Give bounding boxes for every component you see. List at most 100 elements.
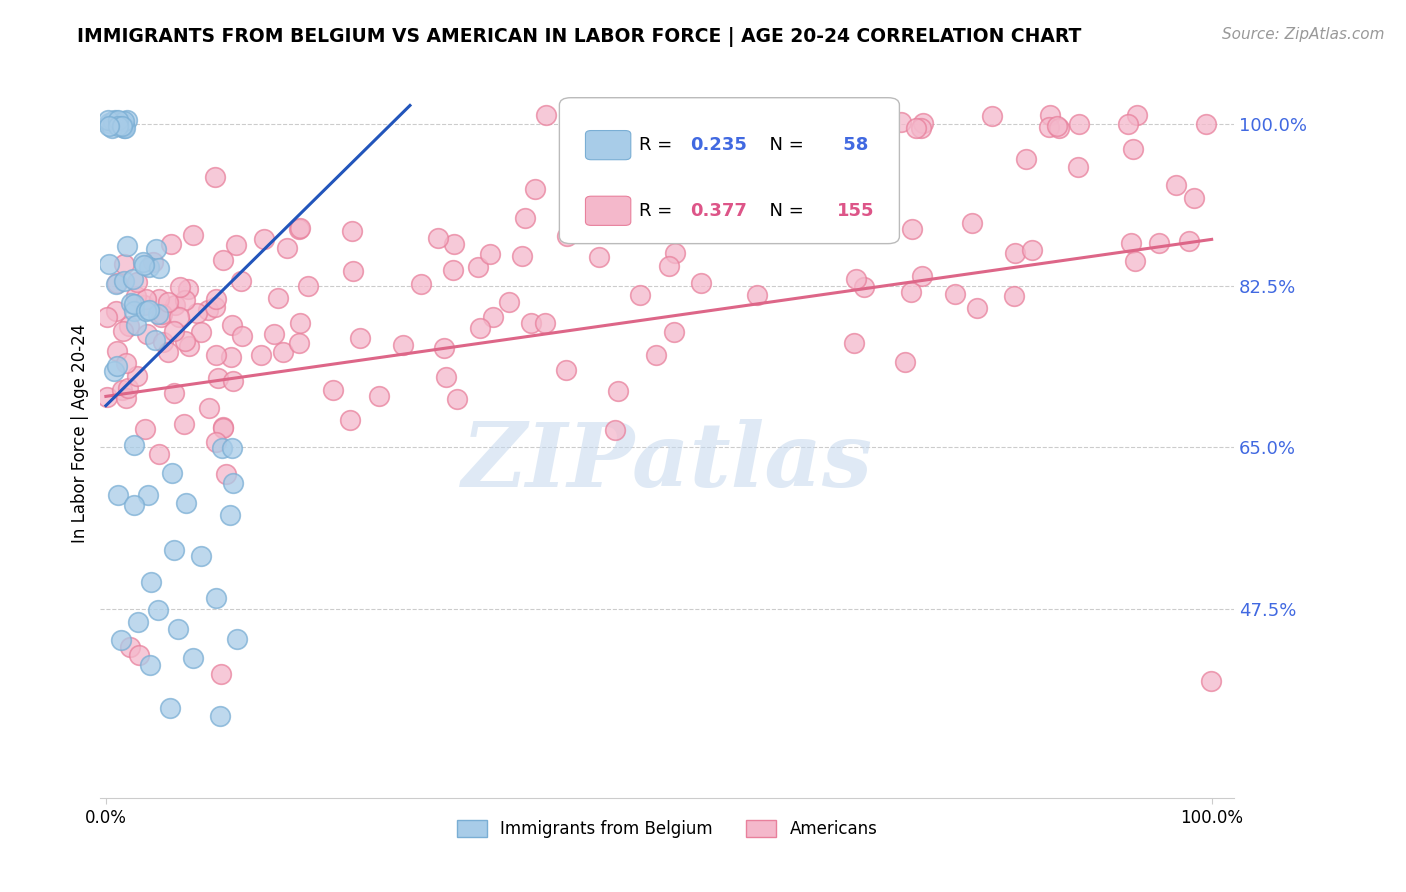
Point bbox=[845, 272, 868, 286]
Point bbox=[181, 227, 204, 242]
Point bbox=[1116, 117, 1139, 131]
Text: 58: 58 bbox=[837, 136, 869, 154]
Point bbox=[205, 591, 228, 605]
Point bbox=[513, 211, 536, 226]
Point bbox=[115, 238, 138, 252]
Point bbox=[263, 327, 285, 342]
Point bbox=[1002, 289, 1025, 303]
Point bbox=[139, 658, 162, 673]
Point bbox=[751, 225, 773, 239]
Point bbox=[105, 343, 128, 358]
Point bbox=[148, 603, 170, 617]
Point bbox=[204, 300, 226, 314]
Point bbox=[117, 381, 139, 395]
Point bbox=[112, 114, 135, 128]
Point bbox=[342, 224, 364, 238]
Text: 0.377: 0.377 bbox=[690, 202, 747, 219]
Point bbox=[167, 310, 190, 325]
Point bbox=[138, 303, 160, 318]
Point bbox=[1122, 142, 1144, 156]
Point bbox=[481, 310, 503, 325]
Point bbox=[166, 622, 188, 636]
Point bbox=[190, 549, 212, 563]
Point bbox=[411, 277, 433, 291]
Point bbox=[207, 370, 229, 384]
Point bbox=[349, 330, 371, 344]
Point bbox=[120, 640, 142, 654]
Point bbox=[1126, 108, 1149, 122]
Point bbox=[177, 282, 200, 296]
Point bbox=[267, 292, 290, 306]
Point bbox=[209, 667, 232, 681]
Point bbox=[271, 344, 294, 359]
Point bbox=[645, 349, 668, 363]
Point bbox=[98, 119, 121, 133]
Point bbox=[160, 466, 183, 480]
Point bbox=[510, 248, 533, 262]
Point bbox=[441, 263, 464, 277]
Point bbox=[866, 112, 889, 127]
Point bbox=[960, 216, 983, 230]
Point bbox=[536, 108, 558, 122]
Point bbox=[122, 498, 145, 512]
Point bbox=[112, 274, 135, 288]
Point bbox=[533, 316, 555, 330]
Point bbox=[101, 114, 124, 128]
Point bbox=[105, 359, 128, 373]
Point bbox=[148, 306, 170, 320]
Point bbox=[112, 120, 135, 134]
Point bbox=[679, 193, 702, 207]
Point bbox=[288, 316, 311, 330]
Point bbox=[112, 257, 135, 271]
Point bbox=[628, 287, 651, 301]
Point bbox=[910, 120, 932, 135]
Point bbox=[853, 280, 876, 294]
Text: ZIPatlas: ZIPatlas bbox=[461, 419, 873, 506]
Point bbox=[434, 370, 457, 384]
Point bbox=[1149, 236, 1171, 251]
Point bbox=[143, 333, 166, 347]
Legend: Immigrants from Belgium, Americans: Immigrants from Belgium, Americans bbox=[450, 813, 884, 845]
Point bbox=[101, 121, 124, 136]
Point bbox=[520, 316, 543, 330]
Point bbox=[115, 112, 138, 127]
Point bbox=[1178, 234, 1201, 248]
Point bbox=[588, 250, 610, 264]
Point bbox=[125, 318, 148, 333]
Point bbox=[900, 285, 922, 300]
Point bbox=[142, 255, 165, 269]
Point bbox=[181, 651, 204, 665]
Point bbox=[107, 488, 129, 502]
Point bbox=[1166, 178, 1188, 192]
Point bbox=[966, 301, 988, 315]
Text: 155: 155 bbox=[837, 202, 875, 219]
Point bbox=[205, 435, 228, 450]
Point bbox=[173, 293, 195, 307]
Point bbox=[1121, 235, 1143, 250]
Point bbox=[872, 112, 894, 127]
Point bbox=[322, 384, 344, 398]
Point bbox=[104, 113, 127, 128]
Point bbox=[96, 390, 118, 404]
FancyBboxPatch shape bbox=[585, 196, 631, 226]
Point bbox=[162, 325, 184, 339]
Point bbox=[1067, 160, 1090, 174]
Point bbox=[1195, 117, 1218, 131]
Point bbox=[105, 277, 128, 291]
Point bbox=[342, 264, 364, 278]
Point bbox=[174, 334, 197, 348]
Point bbox=[222, 374, 245, 388]
Point bbox=[135, 292, 157, 306]
Point bbox=[1047, 121, 1070, 136]
Point bbox=[110, 633, 132, 648]
Point bbox=[658, 259, 681, 273]
Point bbox=[219, 508, 242, 522]
Point bbox=[368, 389, 391, 403]
Point bbox=[136, 488, 159, 502]
Text: R =: R = bbox=[638, 202, 678, 219]
Point bbox=[214, 467, 236, 481]
Point bbox=[127, 615, 149, 629]
Point bbox=[799, 121, 821, 136]
Point bbox=[276, 241, 298, 255]
Y-axis label: In Labor Force | Age 20-24: In Labor Force | Age 20-24 bbox=[72, 324, 89, 543]
